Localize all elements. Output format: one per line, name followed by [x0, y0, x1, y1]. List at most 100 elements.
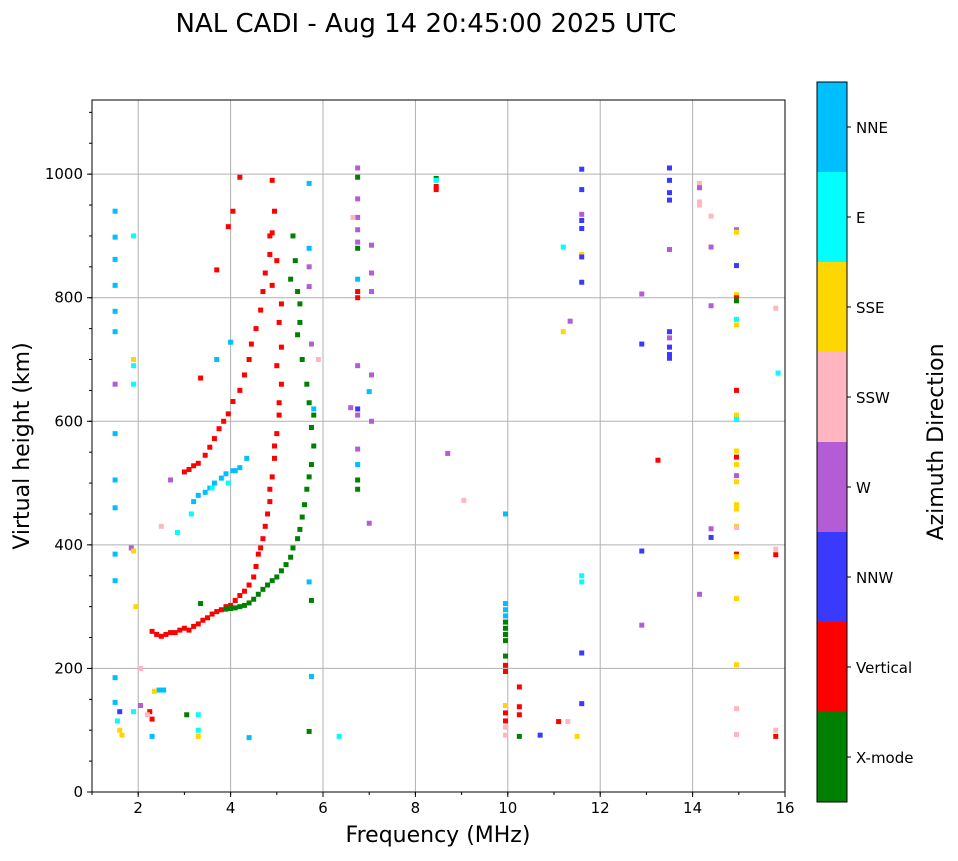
data-point-w — [355, 239, 361, 245]
data-point-e — [195, 727, 201, 733]
data-point-ssw — [697, 202, 703, 208]
data-point-x-mode — [290, 545, 296, 551]
y-tick-label: 600 — [54, 412, 83, 430]
data-point-vertical — [186, 627, 192, 633]
colorbar-tick-label: E — [856, 209, 865, 227]
data-point-w — [697, 591, 703, 597]
data-point-w — [306, 284, 312, 290]
data-point-nne — [306, 180, 312, 186]
data-point-nne — [112, 329, 118, 335]
data-point-w — [369, 372, 375, 378]
data-point-x-mode — [288, 554, 294, 560]
data-point-nnw — [579, 279, 585, 285]
data-point-sse — [733, 479, 739, 485]
data-point-x-mode — [223, 606, 229, 612]
colorbar-tick-label: Vertical — [856, 659, 912, 677]
colorbar-tick-label: NNW — [856, 569, 893, 587]
data-point-nne — [112, 431, 118, 437]
data-point-sse — [733, 322, 739, 328]
data-point-sse — [733, 462, 739, 468]
data-point-vertical — [237, 387, 243, 393]
data-point-sse — [733, 502, 739, 508]
data-point-e — [131, 363, 137, 369]
colorbar-frame — [816, 81, 848, 803]
data-point-w — [355, 412, 361, 418]
data-point-vertical — [516, 704, 522, 710]
data-point-nne — [112, 208, 118, 214]
data-point-e — [433, 177, 439, 183]
data-point-vertical — [502, 662, 508, 668]
data-point-x-mode — [733, 298, 739, 304]
data-point-e — [209, 485, 215, 491]
colorbar-tick-label: NNE — [856, 119, 888, 137]
data-point-x-mode — [304, 486, 310, 492]
plot-frame — [91, 99, 786, 793]
data-point-vertical — [276, 319, 282, 325]
data-point-nne — [112, 675, 118, 681]
data-point-vertical — [149, 628, 155, 634]
data-point-vertical — [172, 630, 178, 636]
x-axis-label: Frequency (MHz) — [346, 823, 531, 848]
data-point-ssw — [773, 305, 779, 311]
colorbar-segment — [817, 532, 847, 622]
data-point-vertical — [267, 499, 273, 505]
data-point-sse — [733, 506, 739, 512]
data-point-nne — [218, 475, 224, 481]
data-point-x-mode — [299, 357, 305, 362]
data-point-vertical — [198, 375, 204, 381]
data-point-vertical — [269, 282, 275, 288]
data-point-vertical — [262, 523, 268, 529]
data-point-vertical — [267, 486, 273, 492]
data-point-vertical — [214, 267, 220, 273]
data-point-nne — [211, 480, 217, 486]
data-point-vertical — [225, 411, 231, 417]
data-point-nne — [214, 357, 220, 362]
data-point-w — [369, 242, 375, 248]
data-point-vertical — [181, 625, 187, 631]
data-point-sse — [133, 604, 139, 610]
data-point-x-mode — [288, 276, 294, 282]
data-point-vertical — [237, 174, 243, 180]
data-point-vertical — [556, 719, 562, 725]
data-point-x-mode — [246, 600, 252, 606]
data-point-nne — [308, 673, 314, 679]
data-point-w — [369, 418, 375, 424]
data-point-ssw — [733, 706, 739, 712]
data-point-x-mode — [297, 526, 303, 532]
data-point-sse — [733, 662, 739, 668]
data-point-e — [336, 733, 342, 739]
y-axis-label: Virtual height (km) — [10, 342, 35, 549]
data-point-nne — [112, 578, 118, 584]
data-point-x-mode — [516, 733, 522, 739]
data-point-nne — [232, 468, 238, 474]
x-tick-label: 14 — [683, 799, 702, 817]
data-point-vertical — [246, 357, 252, 362]
data-point-ssw — [158, 523, 164, 529]
data-point-vertical — [258, 545, 264, 551]
data-point-vertical — [248, 341, 254, 347]
data-point-vertical — [271, 208, 277, 214]
data-point-ssw — [144, 712, 150, 718]
data-point-nnw — [667, 344, 672, 350]
data-point-e — [560, 244, 566, 250]
data-point-vertical — [211, 436, 217, 442]
data-point-nne — [112, 234, 118, 240]
data-point-vertical — [267, 233, 273, 239]
colorbar-segment — [817, 352, 847, 442]
data-point-vertical — [502, 710, 508, 716]
data-point-vertical — [149, 716, 155, 722]
data-point-x-mode — [255, 591, 261, 597]
data-point-nnw — [667, 165, 672, 171]
data-point-vertical — [218, 607, 224, 613]
data-point-nne — [156, 687, 162, 693]
data-point-sse — [733, 554, 739, 560]
data-point-nnw — [667, 352, 672, 358]
data-point-vertical — [191, 623, 197, 629]
data-point-vertical — [260, 536, 266, 542]
data-point-e — [733, 416, 739, 422]
data-point-nne — [112, 477, 118, 483]
data-point-vertical — [253, 326, 259, 332]
colorbar-segment — [817, 712, 847, 802]
data-point-x-mode — [502, 653, 508, 659]
data-point-nne — [202, 489, 208, 495]
